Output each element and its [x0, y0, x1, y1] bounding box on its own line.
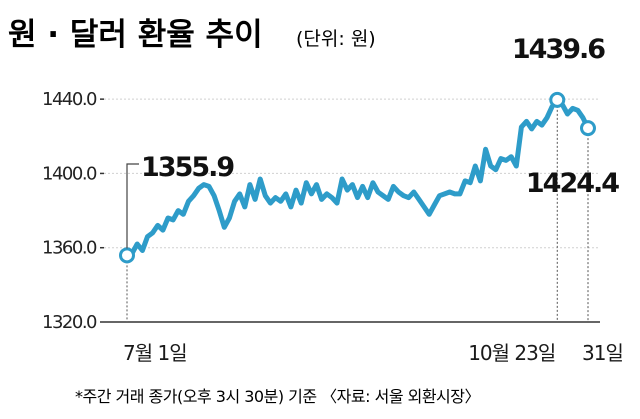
value-label: 1424.4	[526, 168, 619, 199]
marker-guidelines	[126, 105, 589, 322]
value-label: 1439.6	[512, 34, 605, 65]
value-label: 1355.9	[141, 152, 234, 183]
x-tick-label: 31일	[582, 341, 623, 365]
x-axis-labels: 7월 1일 10월 23일 31일	[123, 341, 624, 365]
data-marker	[119, 247, 135, 264]
y-tick-label: 1440.0	[42, 89, 97, 110]
value-callouts: 1355.9 1439.6 1424.4	[126, 34, 621, 249]
y-tick-label: 1400.0	[42, 163, 97, 184]
gridlines	[104, 98, 600, 249]
x-tick-label: 10월 23일	[468, 341, 555, 365]
series-line	[124, 97, 591, 258]
callout-connector	[126, 163, 139, 249]
data-marker	[580, 120, 596, 137]
y-tick-label: 1360.0	[42, 238, 97, 259]
x-tick-label: 7월 1일	[123, 341, 187, 365]
source-footnote: *주간 거래 종가(오후 3시 30분) 기준 〈자료: 서울 외환시장〉	[75, 387, 480, 406]
y-tick-label: 1320.0	[42, 312, 97, 333]
y-axis-ticks: 1320.0 1360.0 1400.0 1440.0	[42, 89, 104, 333]
data-marker	[549, 91, 566, 108]
data-markers	[119, 91, 596, 264]
chart-title: 원 · 달러 환율 추이	[8, 17, 263, 53]
unit-label: (단위: 원)	[296, 28, 376, 50]
